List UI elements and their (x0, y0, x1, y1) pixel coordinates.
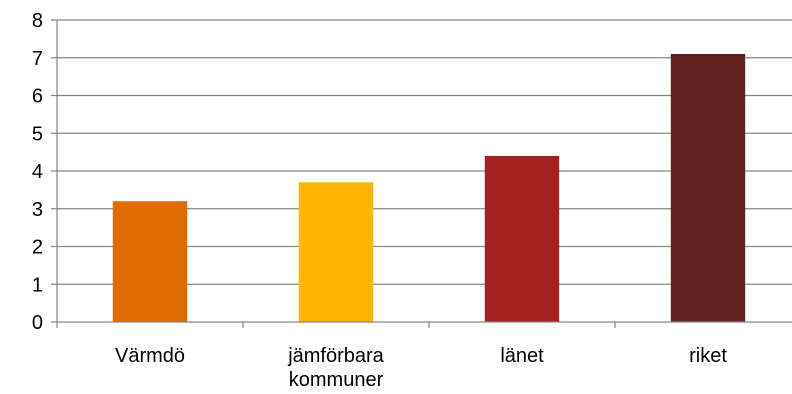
y-tick-label: 6 (32, 86, 43, 108)
bars (112, 53, 746, 322)
x-category-label-line: kommuner (289, 369, 384, 391)
y-tick-label: 5 (32, 123, 43, 145)
y-tick-label: 1 (32, 274, 43, 296)
y-tick-label: 7 (32, 48, 43, 70)
x-category-label: jämförbara kommuner (287, 345, 384, 391)
x-category-labels: Värmdö jämförbara kommuner länet riket (115, 345, 727, 391)
bar (298, 182, 374, 322)
x-category-label: länet (500, 345, 544, 367)
y-tick-label: 8 (32, 10, 43, 32)
y-tick-label: 3 (32, 199, 43, 221)
y-tick-label: 0 (32, 312, 43, 334)
y-tick-labels: 0 1 2 3 4 5 6 7 8 (32, 10, 43, 334)
axes (51, 19, 792, 328)
y-tick-label: 2 (32, 237, 43, 259)
x-category-label-line: Värmdö (115, 345, 185, 367)
bar (484, 155, 560, 322)
bar (670, 53, 746, 322)
y-tick-label: 4 (32, 161, 43, 183)
x-category-label-line: länet (500, 345, 544, 367)
x-category-label: Värmdö (115, 345, 185, 367)
bar (112, 201, 188, 322)
x-category-label-line: jämförbara (287, 345, 384, 367)
x-category-label: riket (689, 345, 727, 367)
x-category-label-line: riket (689, 345, 727, 367)
